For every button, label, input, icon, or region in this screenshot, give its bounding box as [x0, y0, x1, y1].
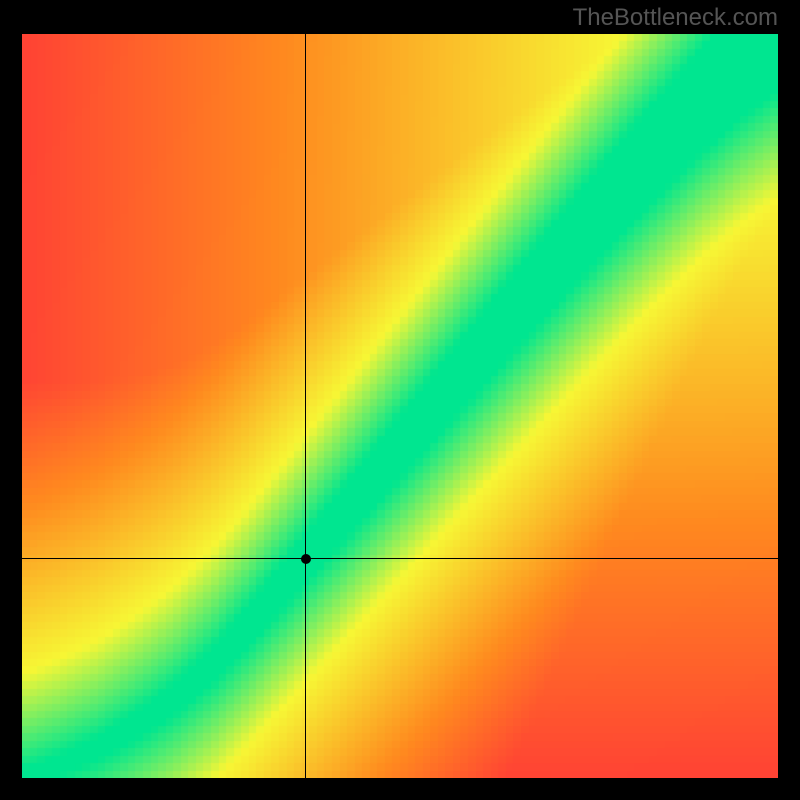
crosshair-vertical — [305, 34, 306, 778]
chart-container: TheBottleneck.com — [0, 0, 800, 800]
heatmap-canvas — [22, 34, 778, 778]
watermark-text: TheBottleneck.com — [573, 4, 778, 32]
selection-marker[interactable] — [301, 554, 311, 564]
crosshair-horizontal — [22, 558, 778, 559]
heatmap-plot — [22, 34, 778, 778]
